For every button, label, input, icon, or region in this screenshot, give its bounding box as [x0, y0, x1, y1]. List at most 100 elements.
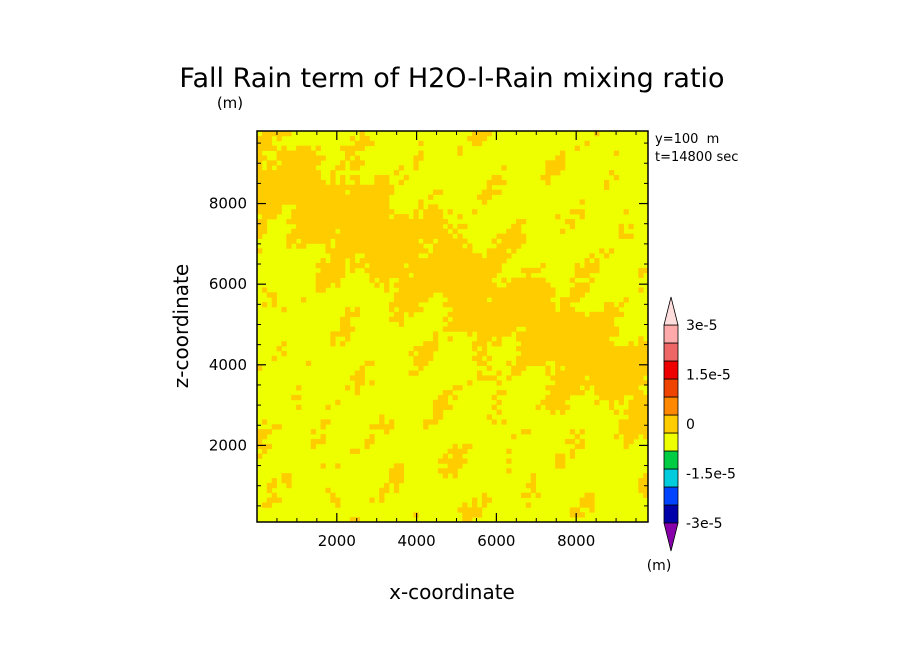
contour-patch: [271, 174, 277, 181]
contour-patch: [393, 463, 400, 469]
contour-patch: [330, 189, 336, 195]
contour-patch: [628, 409, 634, 415]
contour-patch: [257, 189, 263, 195]
contour-patch: [398, 267, 405, 274]
contour-patch: [384, 174, 390, 181]
contour-patch: [457, 282, 463, 288]
contour-patch: [310, 165, 317, 171]
contour-patch: [388, 238, 395, 244]
plot-frame: [256, 130, 649, 523]
contour-patch: [340, 165, 346, 171]
contour-patch: [618, 346, 624, 352]
contour-patch: [491, 253, 497, 259]
contour-patch: [403, 292, 409, 298]
contour-patch: [330, 209, 336, 215]
contour-patch: [418, 346, 424, 352]
contour-patch: [374, 267, 380, 274]
contour-patch: [574, 311, 580, 318]
contour-patch: [511, 238, 517, 244]
contour-patch: [305, 214, 312, 220]
contour-patch: [344, 321, 351, 327]
contour-patch: [511, 434, 517, 440]
contour-patch: [506, 233, 512, 239]
contour-patch: [359, 135, 365, 142]
contour-patch: [349, 174, 356, 181]
contour-patch: [310, 150, 317, 156]
contour-patch: [608, 394, 615, 401]
contour-patch: [501, 306, 507, 313]
contour-patch: [364, 360, 370, 366]
contour-patch: [452, 394, 458, 401]
contour-patch: [379, 253, 385, 259]
contour-patch: [349, 238, 356, 244]
contour-patch: [467, 302, 473, 308]
contour-patch: [486, 184, 492, 191]
contour-patch: [579, 443, 585, 450]
contour-patch: [374, 258, 380, 264]
contour-patch: [296, 184, 302, 191]
contour-patch: [496, 267, 502, 274]
contour-patch: [604, 375, 610, 381]
contour-patch: [476, 297, 483, 303]
contour-patch: [462, 277, 468, 283]
contour-patch: [320, 438, 326, 445]
contour-patch: [266, 292, 273, 298]
contour-patch: [476, 272, 483, 279]
contour-patch: [506, 253, 512, 259]
contour-patch: [476, 140, 483, 147]
contour-patch: [550, 302, 556, 308]
contour-patch: [374, 282, 380, 288]
contour-patch: [579, 429, 585, 435]
contour-patch: [447, 468, 453, 474]
contour-patch: [393, 223, 400, 230]
contour-patch: [594, 350, 600, 357]
contour-patch: [452, 248, 458, 254]
contour-patch: [369, 497, 375, 503]
contour-patch: [310, 160, 317, 166]
contour-patch: [344, 184, 351, 191]
contour-patch: [467, 248, 473, 254]
contour-patch: [462, 443, 468, 450]
contour-patch: [437, 209, 444, 215]
contour-patch: [579, 292, 585, 298]
contour-patch: [447, 321, 453, 327]
contour-patch: [555, 463, 561, 469]
contour-patch: [374, 424, 380, 430]
contour-patch: [344, 209, 351, 215]
contour-patch: [599, 360, 605, 366]
contour-patch: [530, 336, 536, 342]
contour-patch: [467, 282, 473, 288]
contour-patch: [428, 292, 434, 298]
contour-patch: [393, 282, 400, 288]
contour-patch: [491, 306, 497, 313]
contour-patch: [261, 448, 268, 454]
contour-patch: [452, 311, 458, 318]
contour-patch: [300, 243, 307, 249]
contour-patch: [369, 380, 375, 386]
contour-patch: [418, 243, 424, 249]
contour-patch: [408, 306, 414, 313]
contour-patch: [569, 360, 576, 366]
contour-patch: [437, 258, 444, 264]
contour-patch: [550, 165, 556, 171]
contour-patch: [462, 517, 468, 523]
contour-patch: [271, 355, 277, 362]
contour-patch: [472, 272, 478, 279]
contour-patch: [296, 194, 302, 200]
contour-patch: [437, 272, 444, 279]
contour-patch: [325, 214, 331, 220]
contour-patch: [369, 209, 375, 215]
contour-patch: [516, 336, 522, 342]
contour-patch: [413, 272, 419, 279]
contour-patch: [413, 155, 419, 161]
contour-patch: [354, 155, 361, 161]
contour-patch: [623, 424, 629, 430]
contour-patch: [413, 248, 419, 254]
contour-patch: [589, 326, 595, 332]
contour-patch: [452, 448, 458, 454]
contour-patch: [574, 145, 580, 151]
contour-patch: [643, 350, 649, 357]
contour-patch: [442, 399, 449, 406]
contour-patch: [428, 223, 434, 230]
